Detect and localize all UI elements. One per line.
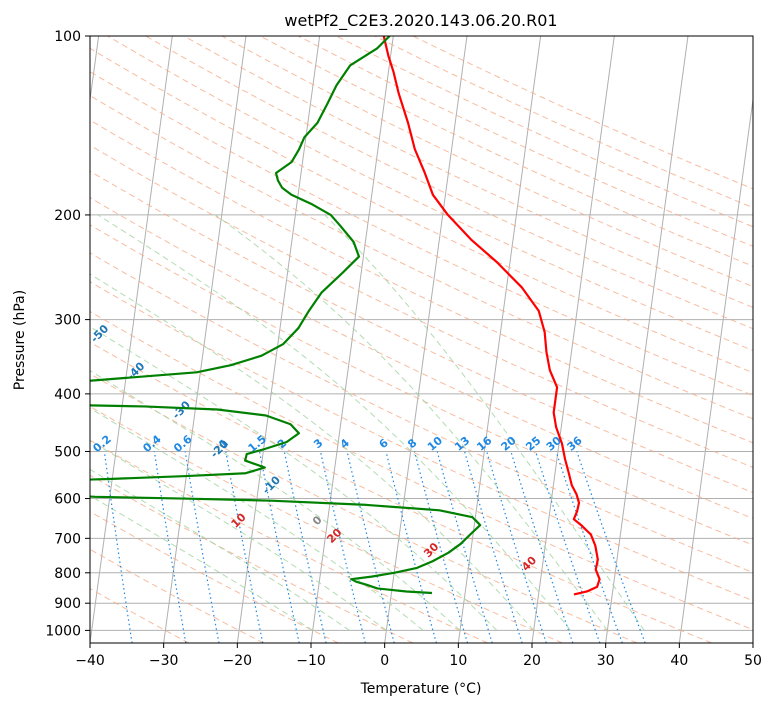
dry-adiabat (90, 224, 753, 546)
chart-title: wetPf2_C2E3.2020.143.06.20.R01 (284, 11, 557, 31)
moist-adiabat (90, 495, 313, 631)
dry-adiabat (90, 170, 753, 494)
dry-adiabat (107, 36, 753, 352)
isotherm-gridline (678, 95, 753, 643)
mixing-ratio-line (486, 451, 547, 643)
x-tick-label: −10 (296, 653, 326, 669)
dry-adiabat (90, 373, 638, 643)
isotherm-gridline (384, 36, 468, 643)
mixing-ratio-line (153, 451, 187, 643)
dry-adiabat (90, 310, 753, 631)
moist-adiabat (97, 214, 571, 631)
isotherm-gridline (605, 36, 689, 643)
moist-adiabat (214, 214, 608, 631)
moist-adiabat (90, 326, 498, 631)
mixing-ratio-line (413, 451, 469, 643)
x-axis-label: Temperature (°C) (360, 681, 482, 697)
y-tick-label: 400 (54, 387, 81, 403)
dry-adiabat (145, 36, 753, 330)
y-tick-label: 100 (54, 29, 81, 45)
y-tick-label: 300 (54, 313, 81, 329)
x-tick-label: −30 (149, 653, 179, 669)
dry-adiabat (90, 341, 712, 643)
x-tick-label: 30 (597, 653, 615, 669)
moist-adiabat (90, 440, 387, 631)
mixing-ratio-line (385, 451, 437, 643)
isotherm-gridline (163, 36, 247, 643)
axes: −40 −30 −20 −10 0 10 20 30 40 50 100 200 300 400 500 60… (45, 29, 762, 669)
x-tick-label: 20 (523, 653, 541, 669)
dry-adiabat (90, 511, 339, 643)
x-tick-label: 50 (744, 653, 762, 669)
dry-adiabat (90, 281, 753, 602)
x-tick-label: −40 (75, 653, 105, 669)
dry-adiabat (90, 548, 264, 643)
dewpoint-profile-line (90, 36, 482, 595)
x-tick-label: −20 (223, 653, 253, 669)
mixing-ratio-line (184, 451, 220, 643)
y-tick-label: 800 (54, 566, 81, 582)
x-tick-label: 40 (670, 653, 688, 669)
y-tick-label: 500 (54, 444, 81, 460)
y-tick-label: 700 (54, 531, 81, 547)
dry-adiabat (90, 439, 488, 643)
dry-adiabat (90, 95, 753, 420)
plot-area: 0.10.20.40.611.52346810131620253036-100-… (90, 36, 753, 643)
moist-adiabat (324, 214, 645, 631)
x-tick-label: 10 (449, 653, 467, 669)
isotherm-gridline (457, 36, 542, 643)
isotherm-gridline (531, 36, 615, 643)
dry-adiabat (90, 71, 753, 397)
mixing-ratio-line (436, 451, 493, 643)
moist-adiabat (90, 273, 535, 631)
dry-adiabat (90, 405, 563, 643)
isotherm-gridline (90, 36, 173, 643)
x-tick-label: 0 (380, 653, 389, 669)
temperature-profile-line (382, 36, 601, 596)
y-axis-label: Pressure (hPa) (12, 290, 28, 390)
mixing-ratio-line (103, 451, 133, 643)
plot-frame (89, 35, 754, 644)
dry-adiabat (221, 36, 753, 288)
moist-adiabat (90, 370, 461, 631)
y-tick-label: 1000 (45, 623, 81, 639)
mixing-ratio-line (463, 451, 523, 643)
y-tick-label: 900 (54, 596, 81, 612)
dry-adiabat (90, 197, 753, 520)
dry-adiabat (90, 252, 753, 574)
y-tick-label: 600 (54, 492, 81, 508)
y-tick-label: 200 (54, 208, 81, 224)
